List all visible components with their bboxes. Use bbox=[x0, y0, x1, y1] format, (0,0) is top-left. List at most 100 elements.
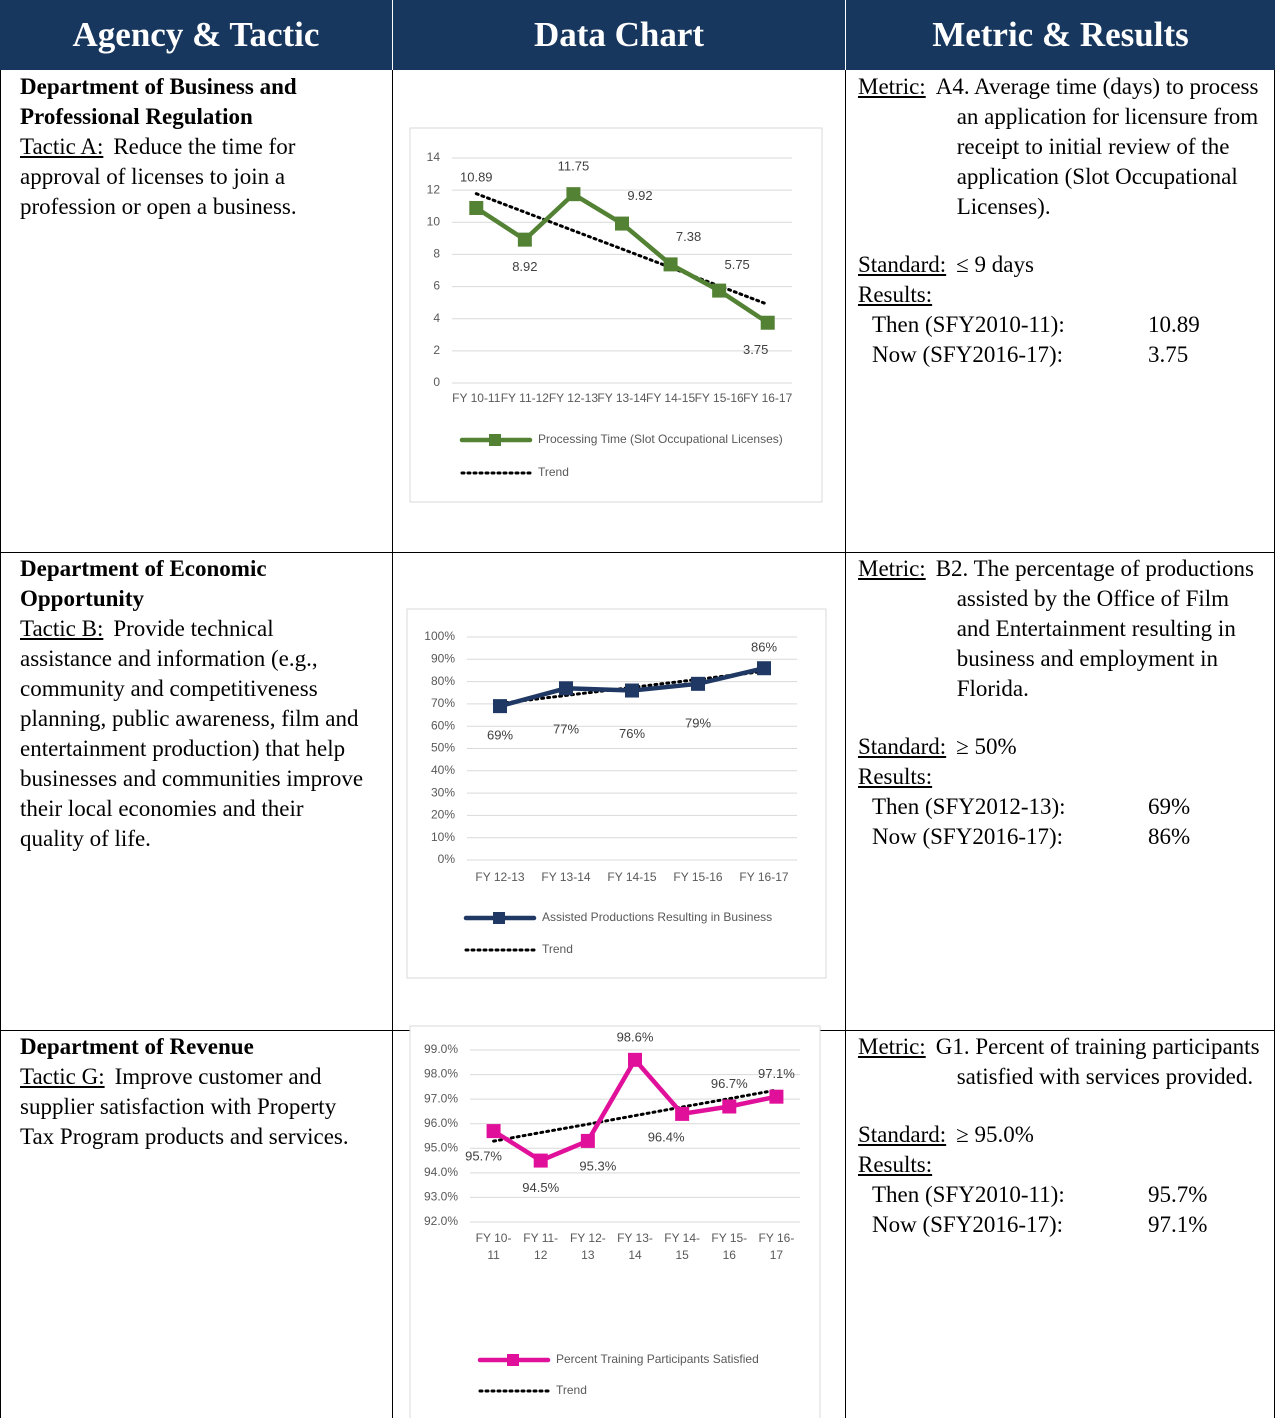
tactic: Tactic B: Provide technical assistance an… bbox=[20, 614, 365, 854]
tactic: Tactic A: Reduce the time for approval of… bbox=[20, 132, 365, 222]
data-label: 8.92 bbox=[512, 259, 537, 274]
standard: Standard: ≥ 95.0% bbox=[858, 1120, 1263, 1150]
x-tick-label: FY 14-15 bbox=[646, 391, 695, 405]
x-tick-label: FY 14-15 bbox=[664, 1231, 701, 1262]
tactic-text: Improve customer and supplier satisfacti… bbox=[20, 1064, 349, 1149]
y-tick-label: 20% bbox=[431, 808, 455, 822]
marker bbox=[691, 676, 705, 691]
x-tick-label: FY 16-17 bbox=[758, 1231, 795, 1262]
y-tick-label: 30% bbox=[431, 785, 455, 799]
x-tick-label: FY 16-17 bbox=[739, 870, 788, 884]
marker bbox=[517, 232, 532, 247]
legend-marker bbox=[507, 1354, 519, 1366]
x-tick-label: FY 15-16 bbox=[695, 391, 744, 405]
x-tick-label-box: FY 11-12 bbox=[523, 1231, 559, 1262]
legend-label: Trend bbox=[538, 465, 569, 479]
results-label: Results: bbox=[858, 1152, 933, 1177]
legend-label: Assisted Productions Resulting in Busine… bbox=[542, 910, 772, 924]
data-label: 95.7% bbox=[465, 1149, 502, 1164]
y-tick-label: 80% bbox=[431, 674, 455, 688]
y-tick-label: 100% bbox=[424, 629, 455, 643]
metric-cell: Metric: B2. The percentage of productions… bbox=[858, 554, 1263, 852]
results: Then (SFY2010-11): 95.7% Now (SFY2016-17):… bbox=[872, 1180, 1263, 1240]
metric-cell: Metric: G1. Percent of training participa… bbox=[858, 1032, 1263, 1240]
then-value: 95.7% bbox=[1148, 1182, 1208, 1207]
tactic: Tactic G: Improve customer and supplier s… bbox=[20, 1062, 365, 1152]
agency-cell: Department of Business and Professional … bbox=[20, 72, 365, 222]
agency-cell: Department of Economic Opportunity Tactic… bbox=[20, 554, 365, 854]
data-label: 76% bbox=[619, 726, 645, 741]
data-label: 98.6% bbox=[617, 1029, 654, 1044]
data-label: 96.7% bbox=[711, 1076, 748, 1091]
y-tick-label: 94.0% bbox=[424, 1165, 458, 1179]
marker bbox=[625, 683, 639, 698]
marker bbox=[566, 187, 581, 202]
y-tick-label: 98.0% bbox=[424, 1067, 458, 1081]
marker bbox=[675, 1106, 690, 1121]
x-tick-label: FY 11-12 bbox=[523, 1231, 559, 1262]
legend-label: Processing Time (Slot Occupational Licen… bbox=[538, 432, 783, 446]
standard-label: Standard: bbox=[858, 252, 947, 277]
metric: Metric: G1. Percent of training participa… bbox=[858, 1032, 1263, 1092]
marker bbox=[486, 1124, 501, 1139]
data-label: 3.75 bbox=[743, 342, 768, 357]
y-tick-label: 92.0% bbox=[424, 1214, 458, 1228]
data-label: 95.3% bbox=[579, 1158, 616, 1173]
marker bbox=[722, 1099, 737, 1114]
legend-marker bbox=[493, 912, 505, 924]
marker bbox=[533, 1153, 548, 1168]
tactic-label: Tactic B: bbox=[20, 616, 104, 641]
x-tick-label: FY 13-14 bbox=[597, 391, 646, 405]
y-tick-label: 8 bbox=[433, 247, 440, 261]
data-label: 69% bbox=[487, 728, 513, 743]
data-label: 10.89 bbox=[460, 169, 493, 184]
data-label: 96.4% bbox=[648, 1129, 685, 1144]
results-label: Results: bbox=[858, 282, 933, 307]
x-tick-label: FY 16-17 bbox=[743, 391, 792, 405]
x-tick-label-box: FY 10-11 bbox=[475, 1231, 512, 1262]
metric: Metric: B2. The percentage of productions… bbox=[858, 554, 1263, 704]
tactic-label: Tactic A: bbox=[20, 134, 104, 159]
agency-name: Department of Economic Opportunity bbox=[20, 556, 267, 611]
metric-text: G1. Percent of training participants sat… bbox=[935, 1034, 1260, 1089]
y-tick-label: 10 bbox=[427, 214, 441, 228]
y-tick-label: 90% bbox=[431, 651, 455, 665]
border bbox=[0, 552, 1275, 553]
y-tick-label: 4 bbox=[433, 311, 440, 325]
data-label: 94.5% bbox=[522, 1180, 559, 1195]
y-tick-label: 97.0% bbox=[424, 1091, 458, 1105]
x-tick-label: FY 15-16 bbox=[711, 1231, 748, 1262]
trend-line bbox=[492, 1088, 778, 1143]
x-tick-label: FY 10-11 bbox=[475, 1231, 512, 1262]
agency-cell: Department of Revenue Tactic G: Improve cu… bbox=[20, 1032, 365, 1152]
results: Then (SFY2012-13): 69% Now (SFY2016-17): 86… bbox=[872, 792, 1263, 852]
x-tick-label: FY 14-15 bbox=[607, 870, 656, 884]
x-tick-label-box: FY 14-15 bbox=[664, 1231, 701, 1262]
now-value: 97.1% bbox=[1148, 1212, 1208, 1237]
tactic-label: Tactic G: bbox=[20, 1064, 105, 1089]
data-label: 77% bbox=[553, 722, 579, 737]
x-tick-label: FY 12-13 bbox=[549, 391, 598, 405]
y-tick-label: 0 bbox=[433, 375, 440, 389]
marker bbox=[580, 1133, 595, 1148]
marker bbox=[469, 200, 484, 215]
then-label: Then (SFY2010-11): bbox=[872, 312, 1065, 337]
y-tick-label: 50% bbox=[431, 741, 455, 755]
y-tick-label: 60% bbox=[431, 718, 455, 732]
metric-text: A4. Average time (days) to process an ap… bbox=[935, 74, 1259, 219]
y-tick-label: 95.0% bbox=[424, 1140, 458, 1154]
x-tick-label: FY 13-14 bbox=[541, 870, 590, 884]
metric-text: B2. The percentage of productions assist… bbox=[935, 556, 1254, 701]
metric-cell: Metric: A4. Average time (days) to proces… bbox=[858, 72, 1263, 370]
x-tick-label: FY 15-16 bbox=[673, 870, 722, 884]
data-label: 86% bbox=[751, 640, 777, 655]
x-tick-label-box: FY 12-13 bbox=[570, 1231, 606, 1262]
agency-name: Department of Business and Professional … bbox=[20, 74, 297, 129]
x-tick-label: FY 13-14 bbox=[617, 1231, 653, 1262]
legend-label: Percent Training Participants Satisfied bbox=[556, 1352, 759, 1366]
now-value: 86% bbox=[1148, 824, 1191, 849]
standard-value: ≥ 95.0% bbox=[956, 1122, 1034, 1147]
marker bbox=[493, 699, 507, 714]
